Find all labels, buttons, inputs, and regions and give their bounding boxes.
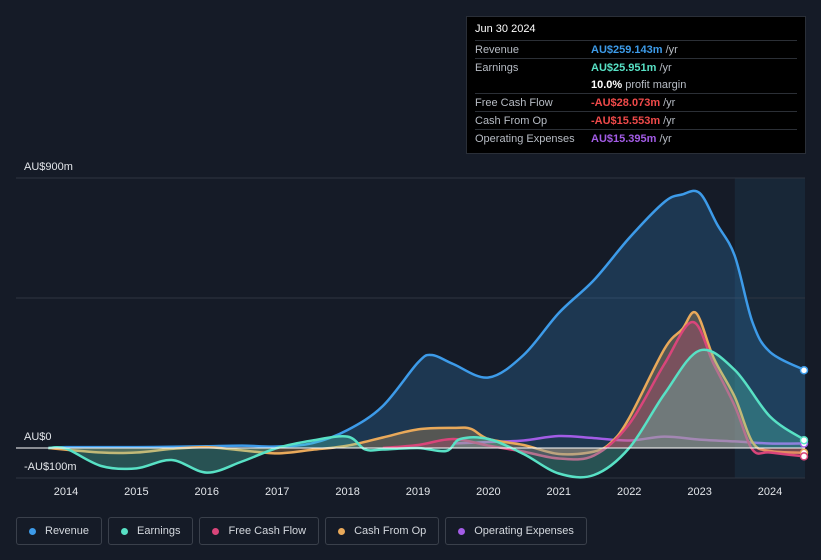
tooltip-row-value: AU$259.143m bbox=[591, 43, 663, 56]
tooltip-row: Cash From Op -AU$15.553m/yr bbox=[475, 111, 797, 129]
x-tick-label: 2019 bbox=[406, 486, 430, 498]
tooltip-row: 10.0% profit margin bbox=[475, 76, 797, 93]
free-cash-flow-line bbox=[382, 320, 806, 461]
tooltip-row-label: Operating Expenses bbox=[475, 132, 575, 145]
free-cash-flow-area bbox=[382, 322, 806, 460]
legend: Revenue Earnings Free Cash Flow Cash From O… bbox=[16, 517, 587, 547]
legend-item-earnings[interactable]: Earnings bbox=[108, 517, 194, 545]
x-tick-label: 2017 bbox=[265, 486, 289, 498]
tooltip-row-label: Free Cash Flow bbox=[475, 96, 553, 109]
tooltip-row-value: -AU$28.073m bbox=[591, 96, 661, 109]
legend-label: Free Cash Flow bbox=[228, 525, 307, 537]
legend-dot-icon bbox=[338, 527, 346, 535]
tooltip-date: Jun 30 2024 bbox=[475, 23, 536, 35]
x-tick-label: 2016 bbox=[195, 486, 219, 498]
legend-dot-icon bbox=[121, 527, 129, 535]
legend-item-revenue[interactable]: Revenue bbox=[16, 517, 103, 545]
tooltip-row-unit: /yr bbox=[665, 43, 678, 56]
x-tick-label: 2021 bbox=[547, 486, 571, 498]
series-layer bbox=[48, 189, 806, 479]
x-tick-label: 2015 bbox=[124, 486, 148, 498]
revenue-end-marker bbox=[799, 366, 809, 375]
tooltip-row-label: Earnings bbox=[475, 61, 519, 74]
legend-dot-icon bbox=[212, 527, 220, 535]
x-tick-label: 2020 bbox=[476, 486, 500, 498]
x-tick-label: 2018 bbox=[335, 486, 359, 498]
x-ticks: 2014 2015 2016 2017 2018 2019 2020 2021 2022 2023… bbox=[54, 486, 782, 498]
legend-item-operating-expenses[interactable]: Operating Expenses bbox=[445, 517, 587, 545]
tooltip-row-value: AU$25.951m bbox=[591, 61, 657, 74]
x-tick-label: 2014 bbox=[54, 486, 78, 498]
x-tick-label: 2024 bbox=[758, 486, 782, 498]
legend-label: Revenue bbox=[45, 525, 90, 537]
tooltip-row: Operating Expenses AU$15.395m/yr bbox=[475, 129, 797, 147]
earnings-area bbox=[48, 349, 806, 478]
legend-label: Cash From Op bbox=[354, 525, 427, 537]
legend-item-cash-from-op[interactable]: Cash From Op bbox=[325, 517, 440, 545]
tooltip: Jun 30 2024 Revenue AU$259.143m/yr Earning… bbox=[466, 16, 806, 154]
tooltip-row-value: 10.0% bbox=[591, 78, 623, 91]
tooltip-row-label: Cash From Op bbox=[475, 114, 548, 127]
y-label-bottom: -AU$100m bbox=[24, 461, 77, 473]
tooltip-rows: Revenue AU$259.143m/yr Earnings AU$25.951m /… bbox=[475, 40, 797, 147]
tooltip-row-unit: /yr bbox=[659, 132, 672, 145]
free-cash-flow-end-marker bbox=[799, 452, 809, 461]
x-tick-label: 2023 bbox=[687, 486, 711, 498]
earnings-end-marker bbox=[799, 435, 809, 445]
legend-item-free-cash-flow[interactable]: Free Cash Flow bbox=[199, 517, 320, 545]
tooltip-row: Revenue AU$259.143m/yr bbox=[475, 40, 797, 58]
legend-dot-icon bbox=[458, 527, 466, 535]
legend-label: Operating Expenses bbox=[474, 525, 574, 537]
tooltip-row-value: AU$15.395m bbox=[591, 132, 657, 145]
tooltip-row-unit: profit margin bbox=[625, 78, 687, 91]
tooltip-row-label: Revenue bbox=[475, 43, 520, 56]
operating-expenses-line bbox=[453, 434, 806, 445]
legend-dot-icon bbox=[29, 527, 36, 535]
x-tick-label: 2022 bbox=[617, 486, 641, 498]
y-label-top: AU$900m bbox=[24, 161, 73, 173]
tooltip-row: Free Cash Flow -AU$28.073m/yr bbox=[475, 93, 797, 111]
end-markers bbox=[799, 366, 809, 461]
tooltip-row: Earnings AU$25.951m/yr bbox=[475, 58, 797, 76]
tooltip-row-unit: /yr bbox=[663, 96, 676, 109]
legend-label: Earnings bbox=[137, 525, 181, 537]
y-label-zero: AU$0 bbox=[24, 431, 52, 443]
tooltip-row-value: -AU$15.553m bbox=[591, 114, 661, 127]
tooltip-row-unit: /yr bbox=[659, 61, 672, 74]
tooltip-row-unit: /yr bbox=[663, 114, 676, 127]
